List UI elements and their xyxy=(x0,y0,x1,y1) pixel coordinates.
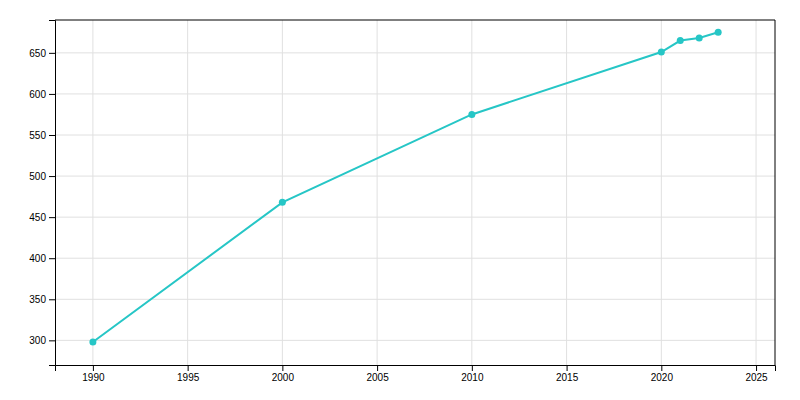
x-tick-mark xyxy=(756,365,757,371)
x-tick-mark xyxy=(188,365,189,371)
y-axis: 300 350 400 450 500 550 600 650 xyxy=(29,21,55,366)
y-tick-label: 400 xyxy=(29,253,46,264)
grid-line-x xyxy=(471,20,472,365)
point xyxy=(89,339,96,346)
x-axis-line xyxy=(56,366,776,372)
point xyxy=(468,111,475,118)
y-tick-label: 350 xyxy=(29,294,46,305)
x-tick: 2005 xyxy=(366,365,389,383)
x-tick-mark xyxy=(282,365,283,371)
grid-line-y xyxy=(55,176,775,177)
grid-line-y xyxy=(55,258,775,259)
y-tick-label: 550 xyxy=(29,130,46,141)
x-tick-label: 2015 xyxy=(556,372,579,383)
x-tick-label: 2005 xyxy=(366,372,389,383)
point xyxy=(658,49,665,56)
y-tick-mark xyxy=(49,53,55,54)
y-tick-mark xyxy=(49,258,55,259)
y-tick: 550 xyxy=(29,130,55,141)
grid-line-x xyxy=(187,20,188,365)
grid-line-y xyxy=(55,135,775,136)
y-tick: 650 xyxy=(29,48,55,59)
y-tick-label: 650 xyxy=(29,48,46,59)
grid-line-y xyxy=(55,299,775,300)
grid xyxy=(55,20,775,365)
grid-line-x xyxy=(756,20,757,365)
grid-line-y xyxy=(55,93,775,94)
y-tick: 400 xyxy=(29,253,55,264)
x-tick-mark xyxy=(93,365,94,371)
x-tick-mark xyxy=(661,365,662,371)
x-tick: 2010 xyxy=(461,365,484,383)
x-tick-label: 2000 xyxy=(272,372,295,383)
grid-line-y xyxy=(55,340,775,341)
x-tick: 2020 xyxy=(651,365,674,383)
x-tick: 2015 xyxy=(556,365,579,383)
y-tick: 350 xyxy=(29,294,55,305)
y-axis-line xyxy=(49,21,56,366)
x-tick-label: 1995 xyxy=(177,372,200,383)
y-tick-mark xyxy=(49,340,55,341)
x-axis: 1990 1995 2000 2005 2010 2015 2020 2025 xyxy=(56,365,776,383)
x-tick-mark xyxy=(472,365,473,371)
y-tick-label: 500 xyxy=(29,171,46,182)
y-tick-mark xyxy=(49,176,55,177)
y-tick-label: 450 xyxy=(29,212,46,223)
grid-line-x xyxy=(566,20,567,365)
grid-line-y xyxy=(55,217,775,218)
x-tick-mark xyxy=(377,365,378,371)
plot: 1990 1995 2000 2005 2010 2015 2020 2025 300 350 40… xyxy=(29,20,775,383)
x-tick-mark xyxy=(567,365,568,371)
x-tick-label: 2010 xyxy=(461,372,484,383)
y-tick-mark xyxy=(49,135,55,136)
y-tick: 500 xyxy=(29,171,55,182)
y-tick: 300 xyxy=(29,335,55,346)
y-tick-mark xyxy=(49,94,55,95)
y-tick: 600 xyxy=(29,89,55,100)
x-tick: 1995 xyxy=(177,365,200,383)
line xyxy=(93,32,718,342)
grid-line-y xyxy=(55,52,775,53)
marks xyxy=(89,29,721,346)
y-tick: 450 xyxy=(29,212,55,223)
grid-line-x xyxy=(661,20,662,365)
grid-line-x xyxy=(282,20,283,365)
grid-line-x xyxy=(92,20,93,365)
x-tick: 2000 xyxy=(272,365,295,383)
chart: 1990 1995 2000 2005 2010 2015 2020 2025 300 350 40… xyxy=(0,0,800,400)
x-tick: 2025 xyxy=(745,365,768,383)
x-tick-label: 2020 xyxy=(651,372,674,383)
point xyxy=(279,199,286,206)
y-tick-mark xyxy=(49,299,55,300)
grid-line-x xyxy=(377,20,378,365)
x-tick-label: 1990 xyxy=(82,372,105,383)
x-tick-label: 2025 xyxy=(745,372,768,383)
point xyxy=(715,29,722,36)
y-tick-label: 600 xyxy=(29,89,46,100)
x-tick: 1990 xyxy=(82,365,105,383)
plot-frame xyxy=(775,20,776,365)
point xyxy=(696,35,703,42)
y-tick-label: 300 xyxy=(29,335,46,346)
y-tick-mark xyxy=(49,217,55,218)
plot-frame xyxy=(55,20,775,21)
point xyxy=(677,37,684,44)
